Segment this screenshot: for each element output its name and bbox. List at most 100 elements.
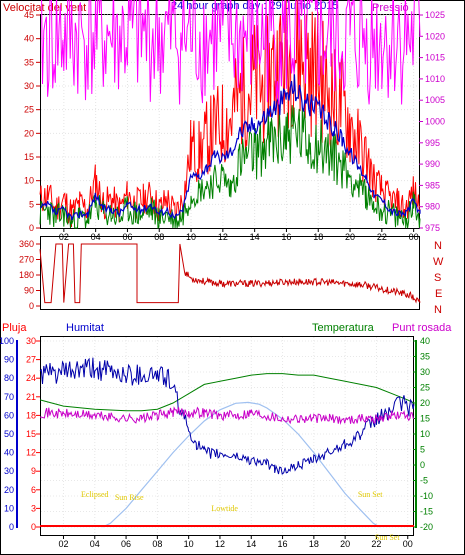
pressure-y-tick-label: 980	[425, 202, 440, 212]
climate-x-tick-label: 14	[246, 539, 256, 549]
wind-x-tick-label: 18	[313, 232, 323, 242]
compass-label-n-bottom: N	[434, 304, 442, 316]
temp-y-tick-label: 20	[420, 398, 430, 408]
humidity-y-tick-label: 60	[4, 410, 14, 420]
wind-speed-axis-title: Velocitat del vent	[3, 2, 86, 14]
wind-y-tick-label: 15	[24, 152, 34, 162]
astro-annotation: Sun Set	[358, 490, 383, 499]
temp-y-tick-label: 15	[420, 414, 430, 424]
astro-annotation: Lowtide	[211, 504, 238, 513]
humidity-y-tick-label: 0	[9, 522, 14, 532]
climate-x-tick-label: 02	[58, 539, 68, 549]
rain-y-tick-label: 27	[26, 355, 36, 365]
direction-y-tick-label: 0	[29, 301, 34, 311]
wind-x-tick-label: 06	[122, 232, 132, 242]
temp-y-tick-label: 35	[420, 352, 430, 362]
wind-x-tick-label: 10	[186, 232, 196, 242]
wind-chart-title: 24 hour graph day : 29 Junio 2015	[171, 0, 339, 12]
compass-label-n-top: N	[434, 240, 442, 252]
humidity-y-tick-label: 90	[4, 355, 14, 365]
temp-y-tick-label: -5	[420, 476, 428, 486]
astro-annotation: Eclipsed	[81, 490, 109, 499]
temp-y-tick-label: 40	[420, 336, 430, 346]
temp-y-tick-label: 30	[420, 367, 430, 377]
pressure-y-tick-label: 985	[425, 180, 440, 190]
pressure-y-tick-label: 1005	[425, 95, 445, 105]
astro-annotation: Sun Set	[375, 533, 400, 542]
wind-y-tick-label: 0	[29, 223, 34, 233]
compass-label-e: E	[435, 288, 442, 300]
direction-y-tick-label: 360	[19, 239, 34, 249]
humidity-y-tick-label: 10	[4, 503, 14, 513]
chart-marks: 0510152025303540459759809859909951000100…	[0, 0, 445, 549]
wind-x-tick-label: 00	[409, 232, 419, 242]
rain-y-tick-label: 12	[26, 448, 36, 458]
temp-y-tick-label: 25	[420, 383, 430, 393]
wind-y-tick-label: 35	[24, 57, 34, 67]
rain-y-tick-label: 9	[31, 466, 36, 476]
pressure-y-tick-label: 1015	[425, 53, 445, 63]
climate-x-tick-label: 06	[121, 539, 131, 549]
temp-y-tick-label: -10	[420, 491, 433, 501]
direction-panel-frame	[40, 236, 420, 310]
climate-x-tick-label: 10	[184, 539, 194, 549]
temp-y-tick-label: -20	[420, 522, 433, 532]
rain-y-tick-label: 18	[26, 410, 36, 420]
humidity-y-tick-label: 40	[4, 448, 14, 458]
pressure-y-tick-label: 1000	[425, 117, 445, 127]
rain-y-tick-label: 3	[31, 503, 36, 513]
humidity-y-tick-label: 80	[4, 373, 14, 383]
wind-direction-line	[39, 243, 421, 304]
rain-y-tick-label: 30	[26, 336, 36, 346]
wind-y-tick-label: 25	[24, 105, 34, 115]
pressure-axis-title: Pressió	[372, 2, 409, 14]
pressure-y-tick-label: 1025	[425, 10, 445, 20]
climate-x-tick-label: 22	[371, 539, 381, 549]
wind-speed-line	[39, 105, 421, 230]
wind-y-tick-label: 40	[24, 34, 34, 44]
rain-y-tick-label: 0	[31, 522, 36, 532]
wind-x-tick-label: 14	[250, 232, 260, 242]
humidity-y-tick-label: 70	[4, 392, 14, 402]
humidity-y-tick-label: 100	[0, 336, 14, 346]
rain-y-tick-label: 6	[31, 485, 36, 495]
climate-x-tick-label: 20	[340, 539, 350, 549]
temperature-axis-title: Temperatura	[312, 322, 375, 334]
compass-label-w: W	[433, 256, 444, 268]
direction-y-tick-label: 90	[24, 286, 34, 296]
wind-y-tick-label: 20	[24, 128, 34, 138]
humidity-line	[39, 357, 415, 475]
temp-y-tick-label: 10	[420, 429, 430, 439]
direction-y-tick-label: 270	[19, 255, 34, 265]
climate-panel-frame	[40, 336, 414, 536]
humidity-y-tick-label: 30	[4, 466, 14, 476]
climate-x-tick-label: 12	[215, 539, 225, 549]
wind-y-tick-label: 45	[24, 10, 34, 20]
rain-y-tick-label: 21	[26, 392, 36, 402]
wind-x-tick-label: 04	[91, 232, 101, 242]
wind-x-tick-label: 12	[218, 232, 228, 242]
rain-y-tick-label: 15	[26, 429, 36, 439]
wind-x-tick-label: 02	[59, 232, 69, 242]
solar-radiation-line	[102, 401, 380, 528]
climate-x-tick-label: 00	[403, 539, 413, 549]
wind-gust-line	[39, 0, 421, 228]
climate-x-tick-label: 08	[152, 539, 162, 549]
climate-x-tick-label: 04	[90, 539, 100, 549]
pressure-y-tick-label: 975	[425, 223, 440, 233]
wind-y-tick-label: 30	[24, 81, 34, 91]
dewpoint-line	[39, 406, 415, 425]
compass-label-s: S	[434, 272, 441, 284]
rain-y-tick-label: 24	[26, 373, 36, 383]
wind-x-tick-label: 20	[345, 232, 355, 242]
wind-x-tick-label: 16	[281, 232, 291, 242]
pressure-y-tick-label: 1020	[425, 31, 445, 41]
dewpoint-axis-title: Punt rosada	[392, 322, 452, 334]
wind-y-tick-label: 10	[24, 176, 34, 186]
pressure-y-tick-label: 990	[425, 159, 440, 169]
wind-x-tick-label: 22	[377, 232, 387, 242]
wind-average-line	[39, 74, 421, 221]
climate-x-tick-label: 16	[278, 539, 288, 549]
